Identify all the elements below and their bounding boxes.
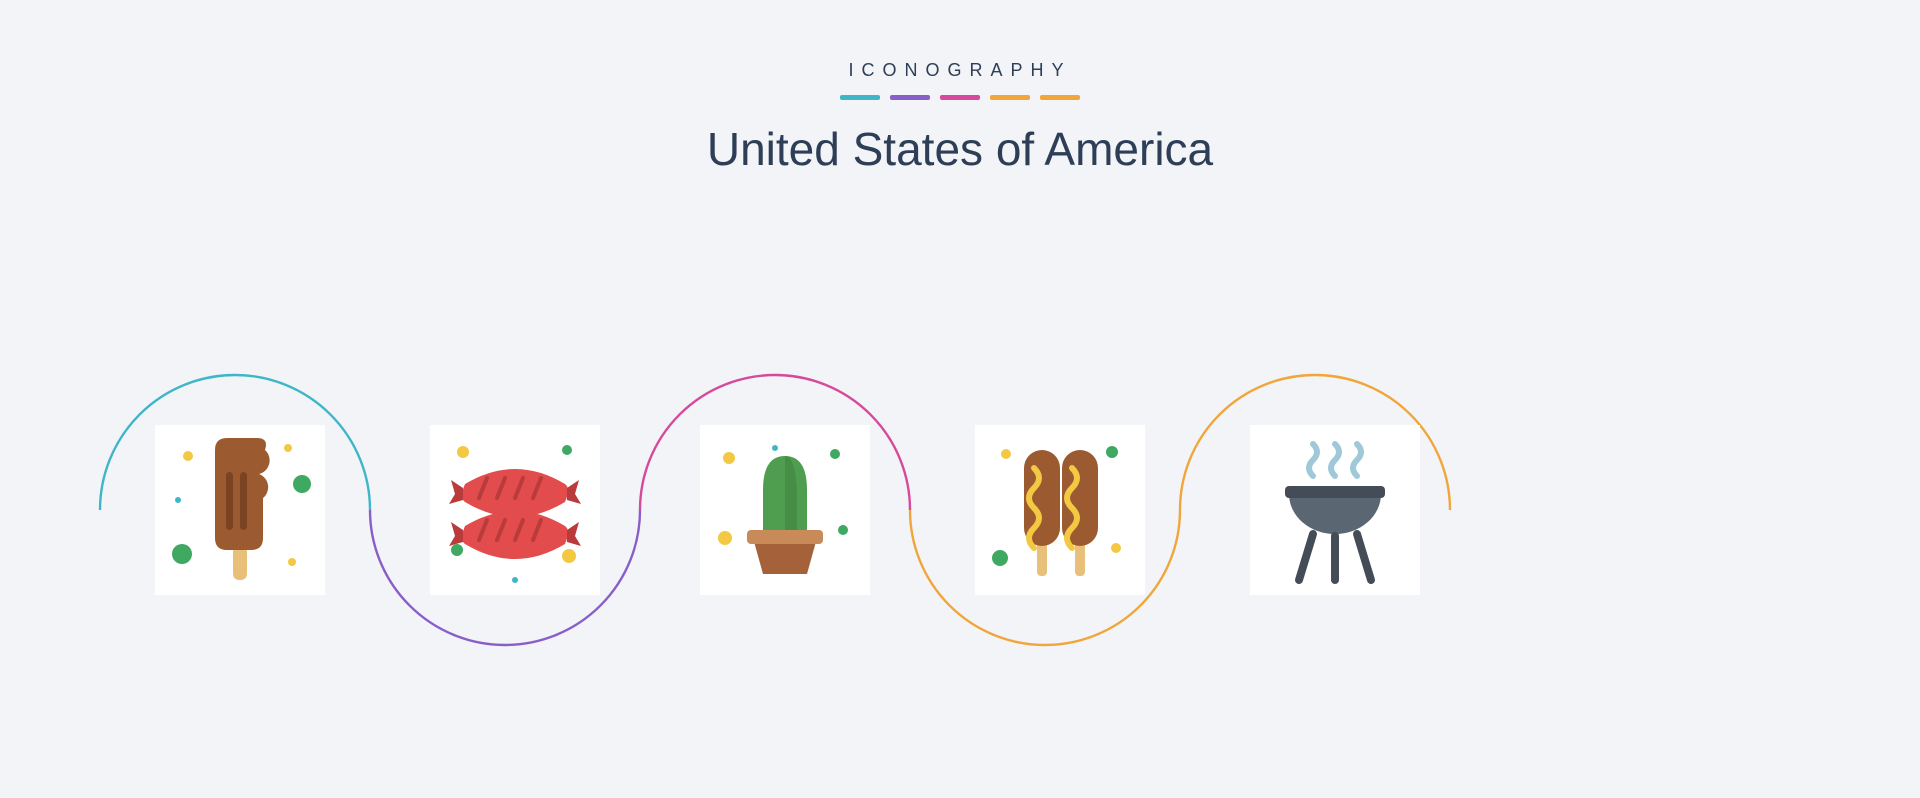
accent-bar — [1040, 95, 1080, 100]
bbq-grill-icon — [1255, 430, 1415, 590]
header: ICONOGRAPHY United States of America — [0, 60, 1920, 176]
ice-cream-bar-icon — [160, 430, 320, 590]
set-title: United States of America — [0, 122, 1920, 176]
icon-tile — [155, 425, 325, 595]
icon-tile — [1250, 425, 1420, 595]
icon-tile — [430, 425, 600, 595]
cactus-pot-icon — [705, 430, 865, 590]
corn-dog-icon — [980, 430, 1140, 590]
accent-bar — [840, 95, 880, 100]
sausage-icon — [435, 430, 595, 590]
icon-tile — [700, 425, 870, 595]
accent-bar — [890, 95, 930, 100]
eyebrow-label: ICONOGRAPHY — [0, 60, 1920, 81]
accent-bar — [990, 95, 1030, 100]
accent-color-bars — [840, 95, 1080, 100]
icon-tile — [975, 425, 1145, 595]
accent-bar — [940, 95, 980, 100]
stage: ICONOGRAPHY United States of America — [0, 0, 1920, 798]
